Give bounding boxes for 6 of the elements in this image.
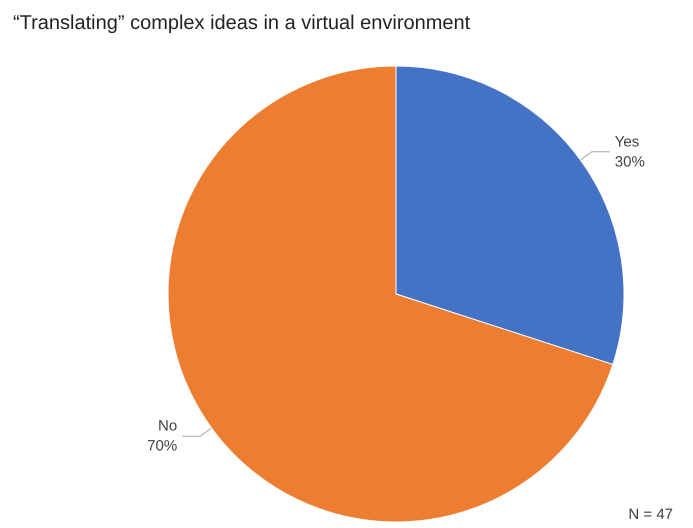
chart-title: “Translating” complex ideas in a virtual environment <box>13 12 471 34</box>
text: N = 47 <box>628 506 674 523</box>
slice-label: No <box>158 418 178 435</box>
slice-label: Yes <box>614 133 640 150</box>
data-label: 30% <box>614 153 645 170</box>
data-label: 70% <box>147 438 178 455</box>
